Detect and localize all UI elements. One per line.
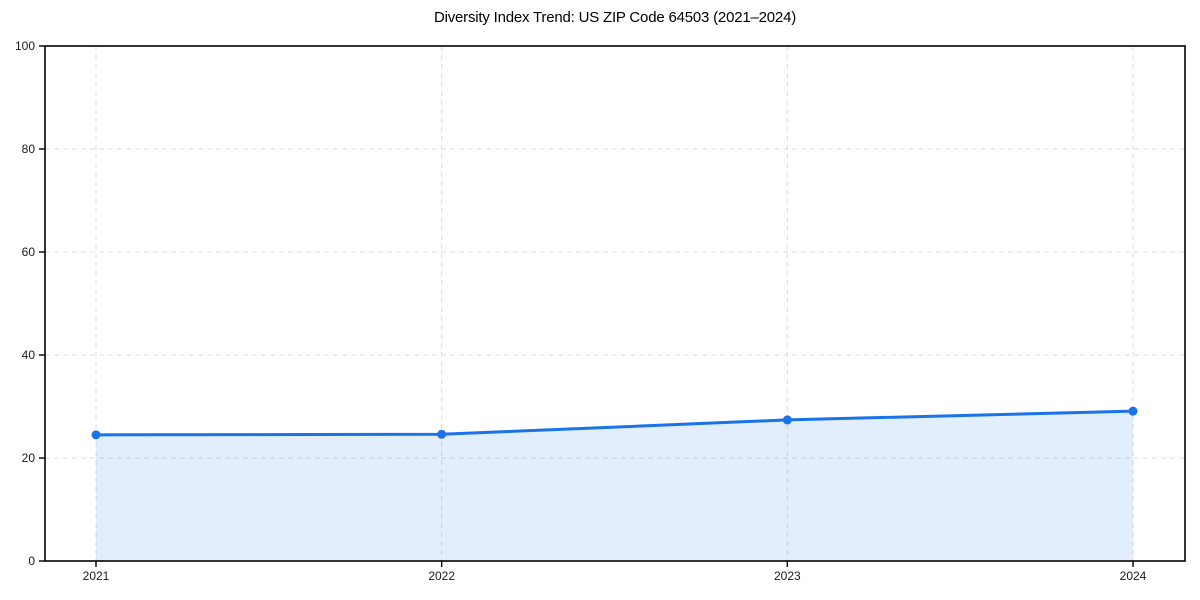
data-point [782,415,792,425]
y-tick-label: 60 [22,245,36,259]
y-tick-label: 80 [22,142,36,156]
area-fill [96,411,1133,561]
plot-spines [44,45,1186,562]
y-tick-label: 100 [15,39,35,53]
data-point [437,429,447,439]
x-tick-label: 2021 [83,569,110,583]
data-point [91,430,101,440]
x-tick-label: 2024 [1120,569,1147,583]
x-tick-label: 2023 [774,569,801,583]
x-tick-label: 2022 [428,569,455,583]
data-line [94,409,1135,437]
chart-title: Diversity Index Trend: US ZIP Code 64503… [433,9,797,26]
y-tick-label: 20 [22,451,36,465]
data-point [1128,406,1138,416]
y-tick-label: 40 [22,348,36,362]
y-tick-label: 0 [28,554,35,568]
